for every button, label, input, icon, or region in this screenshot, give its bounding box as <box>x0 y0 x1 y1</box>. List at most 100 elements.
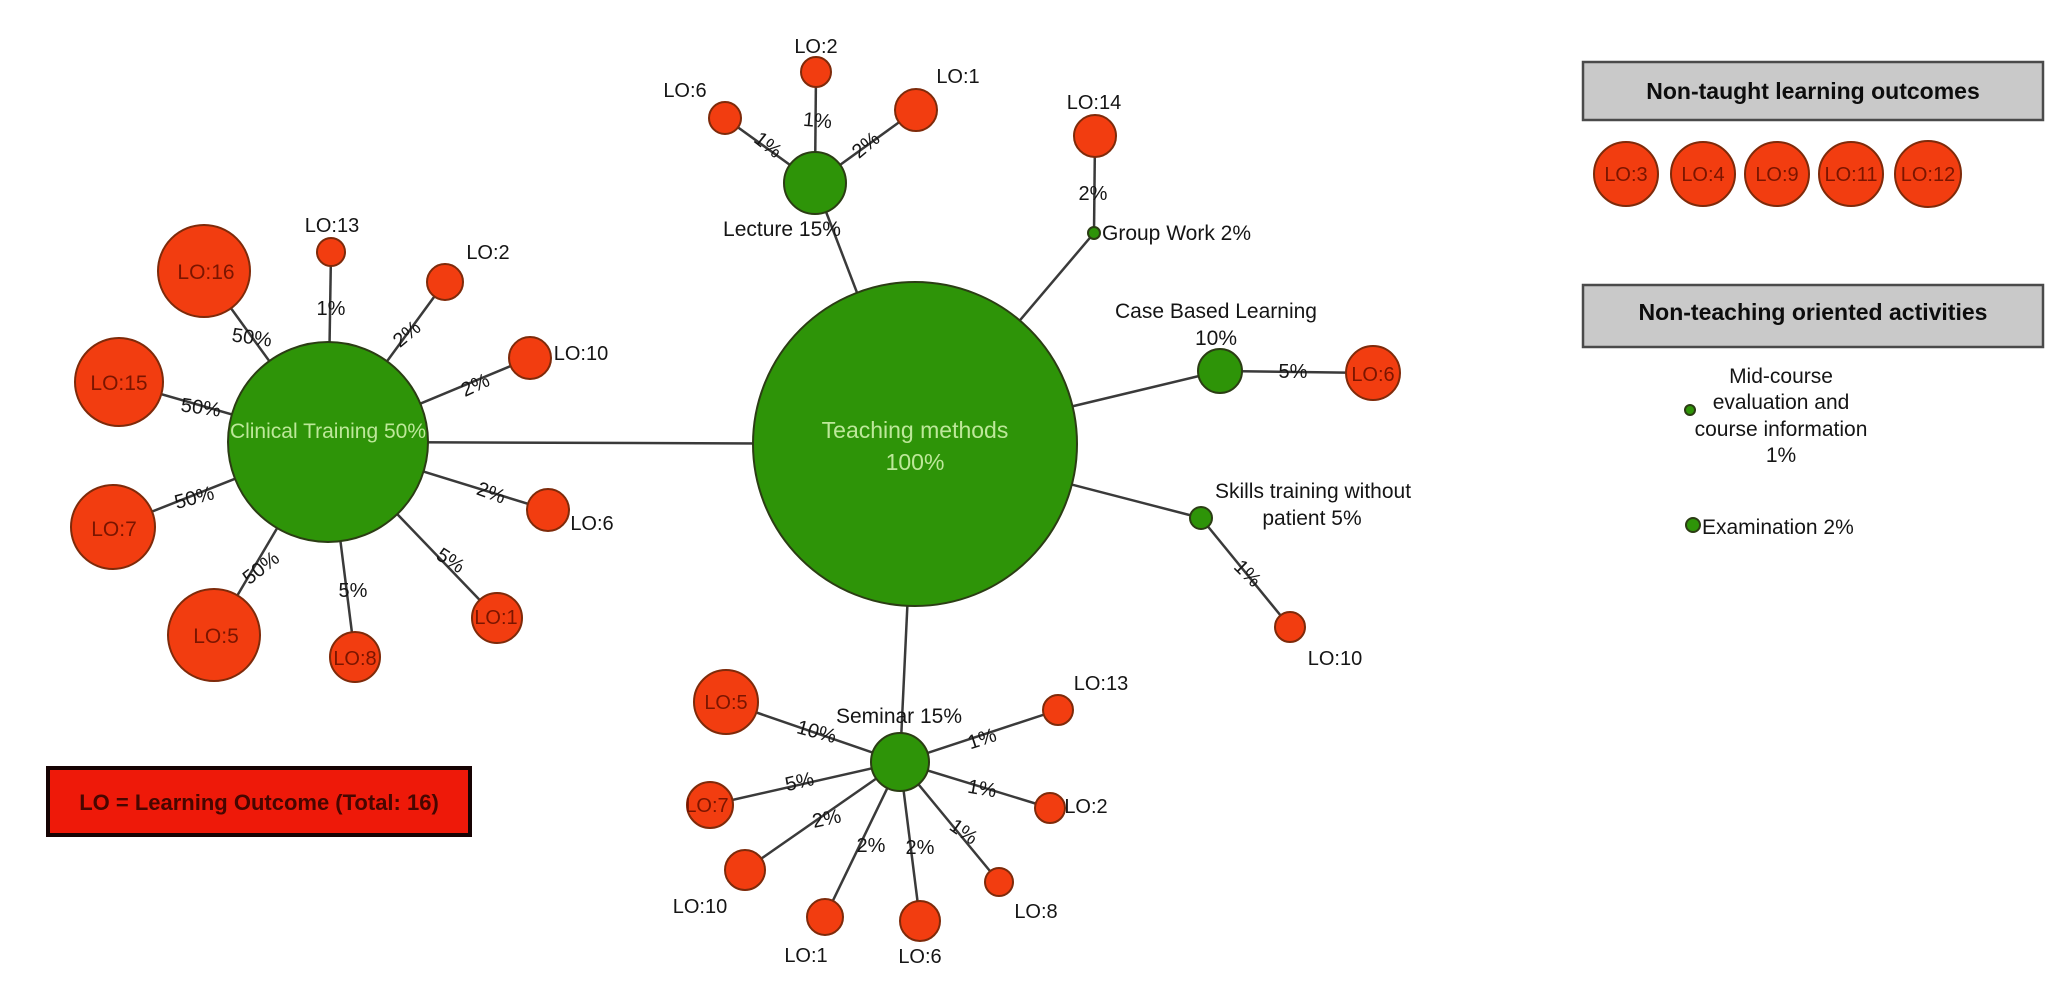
group-work-node <box>1087 226 1101 240</box>
edge-seminar-lo10 <box>744 760 901 872</box>
seminar-lo6-pct: 2% <box>906 837 935 859</box>
seminar-label: Seminar 15% <box>836 705 962 728</box>
seminar-lo6-circle <box>899 900 941 942</box>
casebased-lo6-circle <box>1345 345 1401 401</box>
clinical-lo13-circle <box>316 237 346 267</box>
clinical-lo16-circle <box>157 224 251 318</box>
clinical-lo13-pct: 1% <box>317 298 346 320</box>
non-taught-lo3-label: LO:3 <box>1604 164 1647 186</box>
mid-course-label-line4: 1% <box>1766 444 1796 467</box>
group-work-label: Group Work 2% <box>1102 222 1251 245</box>
seminar-lo10-circle <box>724 849 766 891</box>
mid-course-dot <box>1684 404 1696 416</box>
examination-dot <box>1685 517 1701 533</box>
clinical-lo15-label: LO:15 <box>90 372 147 395</box>
clinical-lo6-circle <box>526 488 570 532</box>
clinical-lo6-pct: 2% <box>474 478 509 509</box>
seminar-lo7-circle <box>686 781 734 829</box>
skills-training-label-line1: Skills training without <box>1215 480 1411 503</box>
lecture-lo2-circle <box>800 56 832 88</box>
non-taught-lo4-circle <box>1670 141 1736 207</box>
non-taught-title: Non-taught learning outcomes <box>1646 78 1980 104</box>
lecture-lo2-label: LO:2 <box>794 36 837 58</box>
seminar-node <box>870 732 930 792</box>
lecture-lo6-circle <box>708 101 742 135</box>
legend-box <box>46 766 472 837</box>
clinical-lo2-pct: 2% <box>389 317 425 353</box>
seminar-lo10-label: LO:10 <box>673 896 727 918</box>
lecture-node <box>783 151 847 215</box>
seminar-lo13-pct: 1% <box>965 724 999 754</box>
clinical-lo15-circle <box>74 337 164 427</box>
casebased-lo6-label: LO:6 <box>1351 364 1394 386</box>
teaching-methods-label-line1: Teaching methods <box>822 417 1009 443</box>
non-taught-lo4-label: LO:4 <box>1681 164 1724 186</box>
non-taught-header-box <box>1581 60 2045 122</box>
seminar-lo1-pct: 2% <box>857 835 886 857</box>
legend-text: LO = Learning Outcome (Total: 16) <box>79 790 439 815</box>
seminar-lo8-pct: 1% <box>945 815 981 850</box>
non-taught-lo9-circle <box>1744 141 1810 207</box>
skills-lo10-circle <box>1274 611 1306 643</box>
seminar-lo7-label: LO:7 <box>685 795 728 817</box>
clinical-lo10-circle <box>508 336 552 380</box>
clinical-lo5-circle <box>167 588 261 682</box>
examination-label: Examination 2% <box>1702 516 1854 539</box>
lecture-lo6-label: LO:6 <box>663 80 706 102</box>
clinical-lo8-pct: 5% <box>339 580 368 602</box>
clinical-lo7-pct: 50% <box>172 482 217 514</box>
case-based-learning-label: Case Based Learning <box>1115 300 1317 323</box>
groupwork-lo14-label: LO:14 <box>1067 92 1121 114</box>
non-teaching-title: Non-teaching oriented activities <box>1639 299 1988 325</box>
clinical-lo8-label: LO:8 <box>333 648 376 670</box>
edge-skills-lo10 <box>1200 517 1291 628</box>
skills-lo10-label: LO:10 <box>1308 648 1362 670</box>
non-taught-lo12-circle <box>1894 140 1962 208</box>
seminar-lo5-label: LO:5 <box>704 692 747 714</box>
seminar-lo8-label: LO:8 <box>1014 901 1057 923</box>
clinical-lo7-circle <box>70 484 156 570</box>
case-based-learning-node <box>1197 348 1243 394</box>
non-taught-lo12-label: LO:12 <box>1901 164 1955 186</box>
non-taught-lo11-label: LO:11 <box>1825 164 1878 186</box>
lecture-label: Lecture 15% <box>723 218 841 241</box>
seminar-lo5-pct: 10% <box>794 716 839 748</box>
non-taught-lo11-circle <box>1818 141 1884 207</box>
seminar-lo2-label: LO:2 <box>1064 796 1107 818</box>
seminar-lo1-circle <box>806 898 844 936</box>
lecture-lo1-pct: 2% <box>848 128 884 164</box>
clinical-lo16-label: LO:16 <box>177 261 234 284</box>
clinical-lo1-label: LO:1 <box>474 607 517 629</box>
clinical-lo5-label: LO:5 <box>193 625 239 648</box>
skills-training-label-line2: patient 5% <box>1262 507 1361 530</box>
mid-course-label-line1: Mid-course <box>1729 365 1833 388</box>
mid-course-label-line2: evaluation and <box>1713 391 1850 414</box>
clinical-training-label: Clinical Training 50% <box>230 420 426 443</box>
casebased-lo6-pct: 5% <box>1279 361 1308 383</box>
edge-seminar-lo7 <box>709 760 901 807</box>
clinical-training-node <box>227 341 429 543</box>
clinical-lo7-label: LO:7 <box>91 518 137 541</box>
seminar-lo10-pct: 2% <box>810 805 843 833</box>
clinical-lo15-pct: 50% <box>179 394 222 421</box>
non-taught-lo9-label: LO:9 <box>1755 164 1798 186</box>
clinical-lo2-label: LO:2 <box>466 242 509 264</box>
seminar-lo5-circle <box>693 669 759 735</box>
seminar-lo7-pct: 5% <box>783 768 816 796</box>
lecture-lo1-circle <box>894 88 938 132</box>
seminar-lo1-label: LO:1 <box>784 945 827 967</box>
teaching-methods-label-line2: 100% <box>886 449 945 475</box>
clinical-lo8-circle <box>329 631 381 683</box>
clinical-lo1-pct: 5% <box>432 544 468 578</box>
seminar-lo13-circle <box>1042 694 1074 726</box>
seminar-lo2-pct: 1% <box>966 776 999 803</box>
seminar-lo2-circle <box>1034 792 1066 824</box>
lecture-lo1-label: LO:1 <box>936 66 979 88</box>
clinical-lo2-circle <box>426 263 464 301</box>
seminar-lo13-label: LO:13 <box>1074 673 1128 695</box>
clinical-lo16-pct: 50% <box>230 324 273 351</box>
lecture-lo2-pct: 1% <box>802 109 833 133</box>
case-based-learning-pct: 10% <box>1195 327 1237 350</box>
